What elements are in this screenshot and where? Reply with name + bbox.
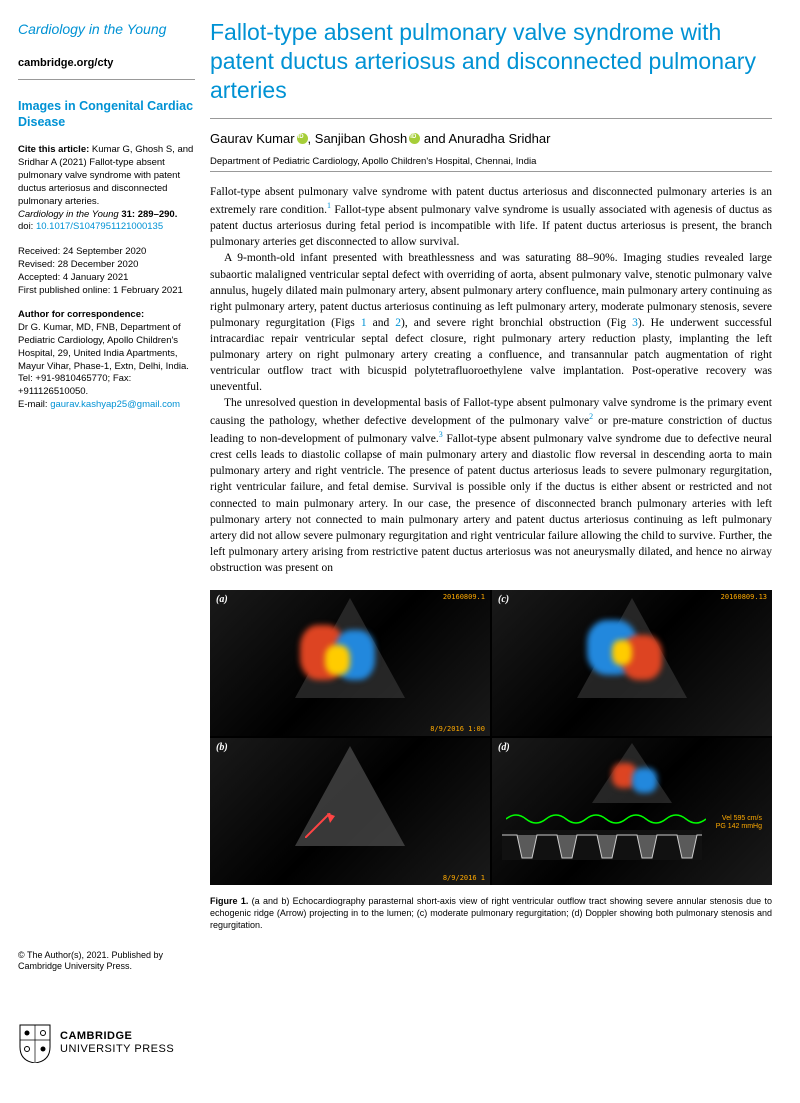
sidebar: Cardiology in the Young cambridge.org/ct… [0, 0, 210, 1103]
correspondence-email[interactable]: gaurav.kashyap25@gmail.com [50, 399, 180, 410]
author-3: Anuradha Sridhar [449, 131, 551, 146]
date-received: Received: 24 September 2020 [18, 246, 195, 259]
divider [18, 79, 195, 80]
orcid-icon[interactable] [409, 133, 420, 144]
email-label: E-mail: [18, 399, 48, 410]
date-accepted: Accepted: 4 January 2021 [18, 272, 195, 285]
authors: Gaurav Kumar, Sanjiban Ghosh and Anuradh… [210, 131, 772, 146]
correspondence-tel: Tel: +91-9810465770; Fax: +911126510050. [18, 373, 195, 399]
figure-panel-b: (b) 8/9/2016 1 [210, 738, 490, 885]
correspondence-block: Author for correspondence: Dr G. Kumar, … [18, 309, 195, 412]
doppler-measurements: Vel 595 cm/s PG 142 mmHg [716, 815, 762, 832]
divider [210, 118, 772, 119]
figure-panel-d: (d) Vel 595 cm/s PG 142 mmHg [492, 738, 772, 885]
divider [210, 171, 772, 172]
article-title: Fallot-type absent pulmonary valve syndr… [210, 18, 772, 104]
shield-icon [18, 1023, 52, 1063]
paragraph-3: The unresolved question in developmental… [210, 395, 772, 576]
dates-block: Received: 24 September 2020 Revised: 28 … [18, 246, 195, 297]
author-2: Sanjiban Ghosh [315, 131, 408, 146]
orcid-icon[interactable] [297, 133, 308, 144]
copyright: © The Author(s), 2021. Published by Camb… [18, 950, 198, 973]
affiliation: Department of Pediatric Cardiology, Apol… [210, 156, 772, 167]
date-revised: Revised: 28 December 2020 [18, 259, 195, 272]
date-published: First published online: 1 February 2021 [18, 285, 195, 298]
cite-journal: Cardiology in the Young [18, 209, 119, 220]
main-content: Fallot-type absent pulmonary valve syndr… [210, 0, 800, 1103]
doi-link[interactable]: 10.1017/S1047951121000135 [36, 221, 163, 232]
figure-1: (a) 20160809.1 8/9/2016 1:00 (c) 2016080… [210, 590, 772, 885]
figure-caption: Figure 1. (a and b) Echocardiography par… [210, 895, 772, 931]
figure-panel-c: (c) 20160809.13 [492, 590, 772, 737]
correspondence-label: Author for correspondence: [18, 309, 195, 322]
author-1: Gaurav Kumar [210, 131, 295, 146]
publisher-name: CAMBRIDGE UNIVERSITY PRESS [60, 1030, 174, 1056]
publisher-logo: CAMBRIDGE UNIVERSITY PRESS [18, 1023, 174, 1063]
section-title: Images in Congenital Cardiac Disease [18, 98, 195, 131]
paragraph-2: A 9-month-old infant presented with brea… [210, 250, 772, 395]
journal-title: Cardiology in the Young [18, 20, 195, 40]
figure-panel-a: (a) 20160809.1 8/9/2016 1:00 [210, 590, 490, 737]
doppler-waveform [502, 830, 702, 860]
paragraph-1: Fallot-type absent pulmonary valve syndr… [210, 184, 772, 250]
article-body: Fallot-type absent pulmonary valve syndr… [210, 184, 772, 576]
cite-label: Cite this article: [18, 144, 89, 155]
correspondence-text: Dr G. Kumar, MD, FNB, Department of Pedi… [18, 322, 195, 373]
doi-label: doi: [18, 221, 33, 232]
citation-block: Cite this article: Kumar G, Ghosh S, and… [18, 144, 195, 234]
journal-url[interactable]: cambridge.org/cty [18, 56, 195, 71]
